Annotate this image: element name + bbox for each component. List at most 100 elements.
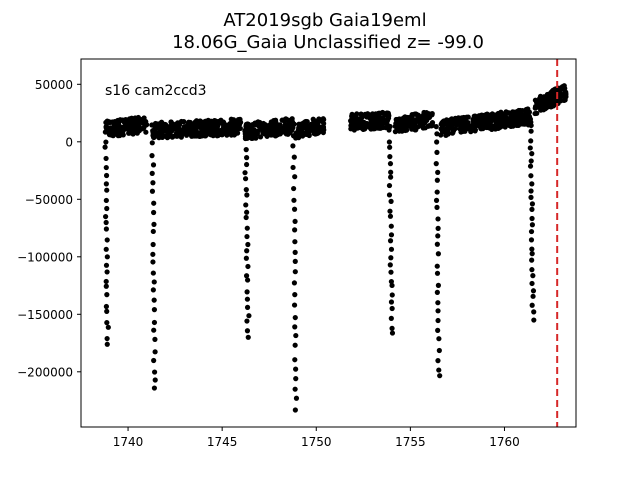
data-point <box>308 121 314 127</box>
data-point <box>562 89 568 96</box>
data-point <box>436 347 442 354</box>
data-point <box>389 305 395 312</box>
data-point <box>124 124 130 130</box>
data-point <box>134 124 141 130</box>
data-point <box>152 369 158 375</box>
plot-area: 1740 1745 1750 1755 1760 50000 0 −50000 −100000 −… <box>17 58 577 449</box>
data-point <box>387 154 393 160</box>
data-point <box>149 170 155 176</box>
data-point <box>495 113 501 119</box>
data-point <box>104 254 110 260</box>
data-point <box>292 324 298 330</box>
data-point <box>126 130 132 136</box>
data-point <box>243 202 249 208</box>
data-point <box>387 262 393 268</box>
data-point <box>103 246 109 252</box>
x-tick-label: 1740 <box>113 435 144 449</box>
data-point <box>448 118 454 124</box>
data-point <box>414 117 420 123</box>
data-point <box>433 161 439 167</box>
data-point <box>352 115 358 121</box>
plot-frame <box>80 58 577 428</box>
data-point <box>264 133 270 139</box>
data-point <box>445 121 451 127</box>
data-point <box>103 123 110 130</box>
y-tick-label: 0 <box>65 135 73 149</box>
data-point <box>184 124 190 130</box>
data-point <box>290 133 297 139</box>
data-point <box>292 292 298 298</box>
data-point <box>435 300 441 306</box>
data-point <box>208 118 214 124</box>
data-point <box>389 292 395 298</box>
data-point <box>149 188 156 194</box>
data-point <box>244 233 250 240</box>
data-point <box>210 133 216 139</box>
data-point <box>528 228 535 235</box>
data-point <box>251 133 257 139</box>
data-point <box>435 225 441 231</box>
data-point <box>151 385 158 391</box>
data-point <box>387 161 394 167</box>
x-tick-label: 1745 <box>207 435 238 449</box>
data-point <box>495 125 502 131</box>
data-point <box>244 155 250 161</box>
data-point <box>529 246 535 252</box>
data-point <box>425 115 431 121</box>
data-point <box>461 127 467 133</box>
data-point <box>174 126 180 132</box>
data-point <box>434 289 440 295</box>
data-point <box>454 122 460 128</box>
data-point <box>291 302 298 308</box>
data-point <box>113 120 119 127</box>
data-point <box>530 273 536 279</box>
data-point <box>152 349 158 355</box>
x-tick-label: 1750 <box>301 435 332 449</box>
data-point <box>243 273 250 279</box>
data-point <box>529 257 535 263</box>
data-point <box>544 95 550 101</box>
data-point <box>435 308 441 314</box>
data-point <box>387 238 394 244</box>
data-point <box>368 122 374 128</box>
data-point <box>292 174 298 180</box>
y-tick-label: −100000 <box>17 250 73 264</box>
data-point <box>445 125 451 131</box>
data-point <box>242 176 249 182</box>
data-point <box>175 122 181 128</box>
data-point <box>529 280 535 287</box>
data-point <box>524 107 530 113</box>
data-point <box>104 320 110 326</box>
data-point <box>103 139 109 145</box>
data-point <box>305 127 311 133</box>
data-point <box>292 407 298 413</box>
data-point <box>402 122 408 129</box>
data-point <box>103 213 109 220</box>
data-point <box>155 125 161 131</box>
data-point <box>204 125 210 132</box>
data-point <box>119 125 125 131</box>
data-point <box>150 162 157 168</box>
data-point <box>244 318 250 324</box>
data-point <box>264 129 270 135</box>
data-point <box>245 263 251 270</box>
data-point <box>529 302 535 308</box>
data-point <box>438 126 444 132</box>
data-point <box>392 129 398 135</box>
data-point <box>435 317 441 324</box>
data-point <box>529 267 535 273</box>
data-point <box>386 182 393 189</box>
data-point <box>244 209 250 215</box>
data-point <box>279 117 285 123</box>
data-point <box>318 125 325 131</box>
data-point <box>268 119 274 125</box>
data-point <box>389 282 395 289</box>
data-point <box>292 227 298 233</box>
data-point <box>549 92 556 98</box>
data-point <box>244 328 251 334</box>
data-point <box>166 124 173 131</box>
data-point <box>104 205 110 212</box>
data-point <box>386 139 392 145</box>
data-point <box>243 187 249 193</box>
data-point <box>412 111 418 117</box>
